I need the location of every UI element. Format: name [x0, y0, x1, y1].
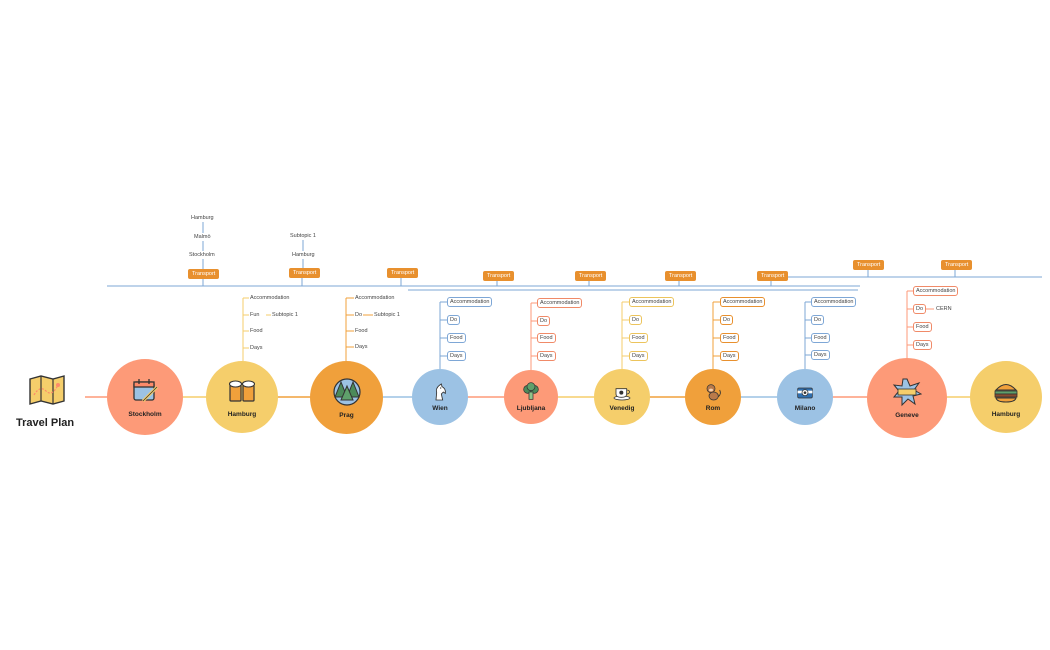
- transport-tag[interactable]: Transport: [289, 268, 321, 278]
- monkey-icon: [706, 384, 721, 401]
- topic-food[interactable]: Food: [447, 333, 466, 343]
- route-stop: Stockholm: [189, 252, 215, 258]
- city-node-rom[interactable]: Rom: [685, 369, 741, 425]
- beer-icon: [228, 380, 256, 402]
- city-label: Venedig: [609, 405, 635, 412]
- city-label: Wien: [432, 405, 448, 412]
- city-label: Prag: [339, 411, 354, 419]
- transport-tag[interactable]: Transport: [757, 271, 789, 281]
- topic-do[interactable]: Do: [447, 315, 461, 325]
- topic-days[interactable]: Days: [811, 350, 830, 360]
- topic-days[interactable]: Days: [913, 340, 932, 350]
- topic-do[interactable]: Do: [629, 315, 643, 325]
- transport-tag[interactable]: Transport: [188, 269, 220, 279]
- city-label: Milano: [794, 405, 816, 412]
- topic-do: Do: [355, 312, 363, 318]
- topic-days[interactable]: Days: [629, 351, 648, 361]
- topic-food[interactable]: Food: [913, 322, 932, 332]
- city-label: Hamburg: [991, 411, 1021, 418]
- city-label: Rom: [705, 405, 721, 412]
- topic-days[interactable]: Days: [720, 351, 739, 361]
- topic-do[interactable]: Do: [913, 304, 927, 314]
- city-node-stockholm[interactable]: Stockholm: [107, 359, 183, 435]
- camera-icon: [797, 387, 813, 399]
- city-node-hamburg[interactable]: Hamburg: [206, 361, 278, 433]
- topic-subtopic: Subtopic 1: [272, 312, 298, 318]
- city-node-hamburg-end[interactable]: Hamburg: [970, 361, 1042, 433]
- city-node-wien[interactable]: Wien: [412, 369, 468, 425]
- topic-do[interactable]: Do: [720, 315, 734, 325]
- city-node-geneve[interactable]: Geneve: [867, 358, 947, 438]
- topic-accommodation: Accommodation: [250, 295, 290, 301]
- city-label: Hamburg: [227, 411, 257, 418]
- page-title: Travel Plan: [16, 417, 75, 429]
- route-subtopic: Subtopic 1: [290, 233, 316, 239]
- route-stop: Hamburg: [292, 252, 315, 258]
- route-stop: Hamburg: [191, 215, 214, 221]
- topic-food[interactable]: Food: [629, 333, 648, 343]
- transport-tag[interactable]: Transport: [941, 260, 973, 270]
- topic-do[interactable]: Do: [811, 315, 825, 325]
- city-node-ljubljana[interactable]: Ljubljana: [504, 370, 558, 424]
- city-label: Geneve: [895, 412, 919, 419]
- city-label: Ljubljana: [516, 405, 546, 412]
- route-stop: Malmö: [194, 234, 211, 240]
- topic-days: Days: [355, 344, 368, 350]
- topic-food[interactable]: Food: [537, 333, 556, 343]
- city-node-milano[interactable]: Milano: [777, 369, 833, 425]
- topic-days[interactable]: Days: [537, 351, 556, 361]
- topic-cern: CERN: [936, 306, 952, 312]
- topic-accommodation[interactable]: Accommodation: [537, 298, 583, 308]
- topic-accommodation[interactable]: Accommodation: [913, 286, 959, 296]
- topic-food[interactable]: Food: [720, 333, 739, 343]
- transport-tag[interactable]: Transport: [483, 271, 515, 281]
- topic-food[interactable]: Food: [811, 333, 830, 343]
- transport-tag[interactable]: Transport: [665, 271, 697, 281]
- wow-icon: [892, 378, 922, 407]
- city-node-venedig[interactable]: Venedig: [594, 369, 650, 425]
- topic-days[interactable]: Days: [447, 351, 466, 361]
- city-node-prag[interactable]: Prag: [310, 361, 383, 434]
- topic-fun: Fun: [250, 312, 260, 318]
- topic-accommodation[interactable]: Accommodation: [811, 297, 857, 307]
- transport-tag[interactable]: Transport: [387, 268, 419, 278]
- topic-food: Food: [355, 328, 368, 334]
- horse-icon: [435, 383, 446, 401]
- calendar-icon: [133, 379, 159, 403]
- map-icon: [29, 375, 65, 405]
- transport-tag[interactable]: Transport: [575, 271, 607, 281]
- topic-food: Food: [250, 328, 263, 334]
- topic-accommodation[interactable]: Accommodation: [720, 297, 766, 307]
- topic-do[interactable]: Do: [537, 316, 551, 326]
- coffee-icon: [613, 388, 631, 401]
- topic-days: Days: [250, 345, 263, 351]
- topic-accommodation[interactable]: Accommodation: [447, 297, 493, 307]
- broccoli-icon: [523, 382, 539, 400]
- forest-icon: [332, 377, 361, 406]
- topic-subtopic: Subtopic 1: [374, 312, 400, 318]
- transport-tag[interactable]: Transport: [853, 260, 885, 270]
- burger-icon: [994, 383, 1018, 403]
- city-label: Stockholm: [128, 411, 162, 418]
- topic-accommodation[interactable]: Accommodation: [629, 297, 675, 307]
- topic-accommodation: Accommodation: [355, 295, 395, 301]
